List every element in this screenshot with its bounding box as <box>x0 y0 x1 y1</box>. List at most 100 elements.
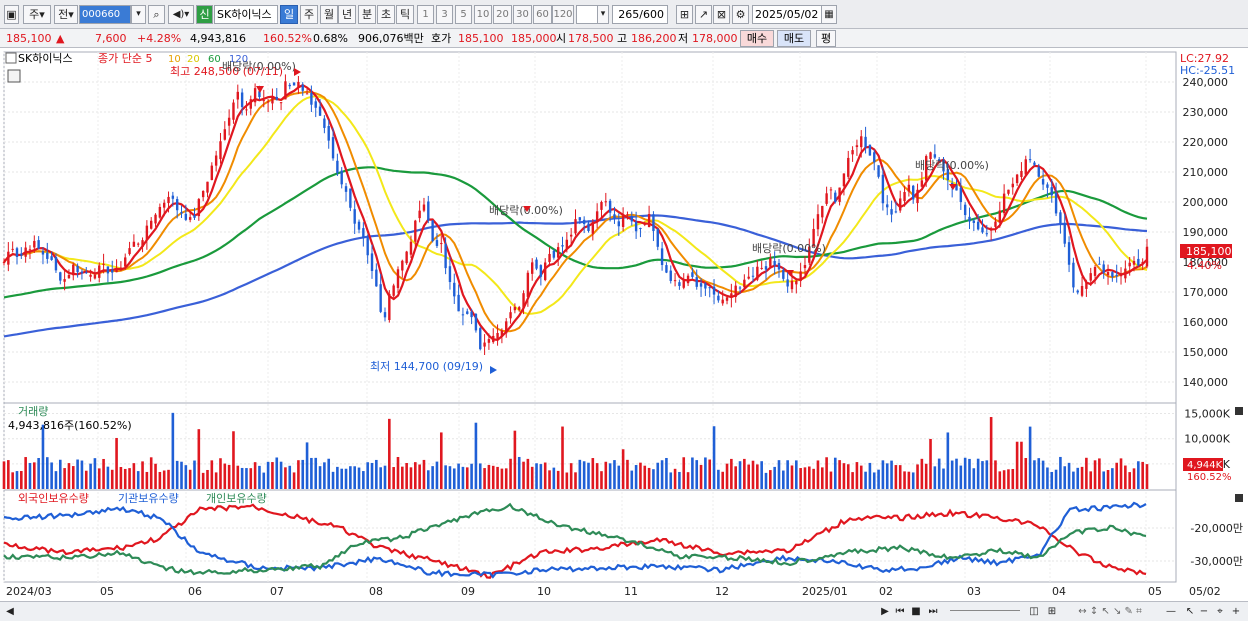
gear-icon[interactable]: ⚙ <box>732 5 749 24</box>
period-select[interactable]: 주▾ <box>23 5 51 24</box>
scale-icon[interactable]: ⌖ <box>1217 606 1223 617</box>
code-input[interactable]: 000660 <box>79 5 131 24</box>
candle-body <box>1033 162 1036 165</box>
settings-grid-icon[interactable]: ⊞ <box>676 5 693 24</box>
volume-bar <box>292 472 296 489</box>
candle-body <box>145 225 149 240</box>
tab-tick[interactable]: 틱 <box>396 5 414 24</box>
tab-week[interactable]: 주 <box>300 5 318 24</box>
candle-body <box>150 220 153 229</box>
stock-chart[interactable]: 140,000 150,000 160,000 170,000 180,000 190,0… <box>0 48 1248 601</box>
candle-body <box>297 81 300 88</box>
window-icon[interactable]: ▣ <box>4 5 19 24</box>
volume-bar <box>67 463 71 489</box>
candle-body <box>968 216 971 222</box>
candle-body <box>769 257 772 267</box>
holdings-title-1: 외국인보유수량 <box>18 492 89 505</box>
volume-bar <box>409 467 413 489</box>
volume-title: 거래량 <box>18 405 48 418</box>
candle-body <box>630 216 633 222</box>
chart-split-icon[interactable]: ⊞ <box>1047 606 1057 617</box>
tab-minute[interactable]: 분 <box>358 5 376 24</box>
search-icon[interactable]: ⌕ <box>148 5 165 24</box>
tab-day[interactable]: 일 <box>280 5 298 24</box>
change: 7,600 <box>95 32 127 45</box>
volume-bar <box>565 472 569 489</box>
volume-bar <box>245 468 248 489</box>
interval-3[interactable]: 3 <box>436 5 453 24</box>
buy-button[interactable]: 매수 <box>740 30 774 47</box>
dividend-note-4: 배당락(0.00%) <box>915 159 989 172</box>
candle-body <box>604 201 608 203</box>
calendar-icon[interactable]: ▦ <box>821 5 837 24</box>
candle-body <box>561 245 564 247</box>
scroll-bar[interactable]: ◀ ▶ ⏮ ■ ⏭ ◫ ⊞ ↔ ↕ ↖ ↘ ✎ ⌗ — ↖ − ⌖ + <box>0 601 1248 621</box>
minus-icon[interactable]: − <box>1199 606 1209 617</box>
volume-bar <box>820 467 824 489</box>
scroll-right-icon[interactable]: ▶ <box>881 606 889 617</box>
interval-10[interactable]: 10 <box>474 5 492 24</box>
candle-body <box>972 220 976 223</box>
volume-bar <box>604 461 608 489</box>
toolbar: ▣ 주▾ 전▾ 000660 ▾ ⌕ ◀)▾ 신 SK하이닉스 일 주 월 년 … <box>0 0 1248 29</box>
forward-icon[interactable]: ⏭ <box>928 606 938 617</box>
sell-button[interactable]: 매도 <box>777 30 811 47</box>
volume-bar <box>556 470 560 489</box>
interval-60[interactable]: 60 <box>533 5 552 24</box>
volume-bar <box>154 463 157 489</box>
interval-5[interactable]: 5 <box>455 5 472 24</box>
scroll-left-icon[interactable]: ◀ <box>6 606 14 617</box>
stop-icon[interactable]: ■ <box>911 606 921 617</box>
date-input[interactable]: 2025/05/02 <box>752 5 822 24</box>
tab-year[interactable]: 년 <box>338 5 356 24</box>
draw-tool-icon[interactable]: ↗ <box>695 5 712 24</box>
candle-body <box>695 277 698 287</box>
volume-bar <box>149 457 153 489</box>
eval-button[interactable]: 평 <box>816 30 836 47</box>
tab-month[interactable]: 월 <box>320 5 338 24</box>
time-tick-label: 07 <box>270 585 284 598</box>
plus-icon[interactable]: + <box>1231 606 1241 617</box>
chart-area[interactable]: 140,000 150,000 160,000 170,000 180,000 190,0… <box>0 48 1248 621</box>
interval-20[interactable]: 20 <box>493 5 512 24</box>
pan-icon[interactable]: ↖ <box>1185 606 1195 617</box>
volume-bar <box>807 466 811 489</box>
candle-body <box>647 214 651 228</box>
candle-body <box>288 84 291 87</box>
zoom-slider[interactable] <box>950 610 1020 612</box>
crosshair-icon[interactable]: ⊠ <box>713 5 730 24</box>
candle-body <box>483 342 486 347</box>
candle-body <box>652 214 655 232</box>
volume-bar <box>864 471 867 489</box>
rewind-icon[interactable]: ⏮ <box>895 606 905 617</box>
volume-bar <box>1141 461 1144 489</box>
candle-body <box>15 248 19 257</box>
candle-body <box>20 253 23 256</box>
tab-second[interactable]: 초 <box>377 5 395 24</box>
candle-body <box>764 266 768 270</box>
zoom-out-icon[interactable]: — <box>1166 606 1176 617</box>
candle-body <box>617 221 620 227</box>
volume-tag-pct: 160.52% <box>1187 472 1232 483</box>
candle-body <box>860 136 863 148</box>
chart-type-icon[interactable]: ◫ <box>1029 606 1039 617</box>
volume-bar <box>868 462 872 489</box>
volume-bar <box>288 465 292 489</box>
candle-body <box>656 229 659 247</box>
volume-bar <box>470 463 473 489</box>
candle-body <box>1028 159 1032 161</box>
stock-name[interactable]: SK하이닉스 <box>214 5 278 24</box>
sound-icon[interactable]: ◀)▾ <box>168 5 194 24</box>
hc-label: HC:-25.51 <box>1180 64 1235 77</box>
volume-bar <box>777 460 781 489</box>
interval-1[interactable]: 1 <box>417 5 434 24</box>
mode-select[interactable]: 전▾ <box>54 5 78 24</box>
count-input[interactable]: 265/600 <box>612 5 668 24</box>
tool-icons[interactable]: ↔ ↕ ↖ ↘ ✎ ⌗ <box>1078 606 1142 617</box>
volume-bar <box>504 468 508 489</box>
amount: 906,076백만 <box>358 32 424 45</box>
interval-120[interactable]: 120 <box>552 5 574 24</box>
interval-dropdown-icon[interactable]: ▾ <box>597 5 609 24</box>
code-dropdown-icon[interactable]: ▾ <box>131 5 146 24</box>
interval-30[interactable]: 30 <box>513 5 532 24</box>
